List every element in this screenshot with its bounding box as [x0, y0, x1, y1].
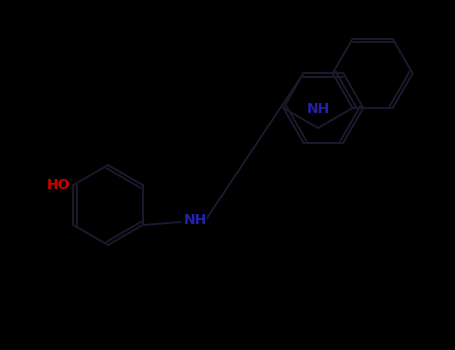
Text: NH: NH: [183, 213, 207, 227]
Text: HO: HO: [47, 178, 71, 192]
Text: NH: NH: [306, 102, 329, 116]
